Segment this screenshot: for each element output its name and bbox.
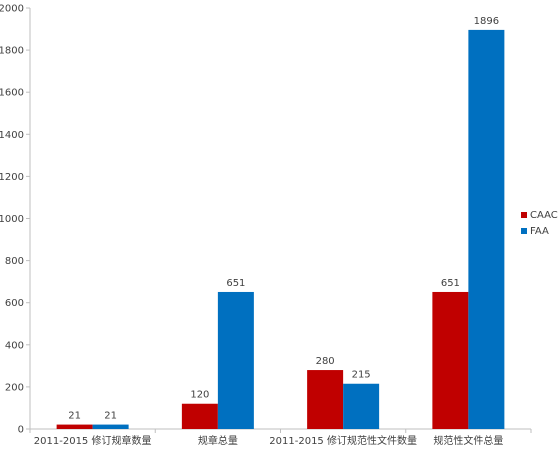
bar-caac-0 bbox=[56, 424, 93, 429]
legend-label-caac: CAAC bbox=[530, 210, 558, 221]
bar-faa-0 bbox=[92, 424, 129, 429]
legend-label-faa: FAA bbox=[530, 226, 549, 237]
category-label: 2011-2015 修订规章数量 bbox=[34, 434, 152, 447]
y-tick-label: 1200 bbox=[0, 172, 24, 183]
legend-swatch-faa bbox=[521, 228, 527, 234]
y-tick-label: 1400 bbox=[0, 130, 24, 141]
category-label: 规章总量 bbox=[198, 434, 238, 447]
y-tick-label: 1600 bbox=[0, 88, 24, 99]
y-tick-label: 1000 bbox=[0, 214, 24, 225]
data-label: 1896 bbox=[474, 16, 499, 27]
bar-caac-1 bbox=[181, 403, 218, 429]
y-tick-label: 200 bbox=[5, 382, 24, 393]
y-tick-label: 1800 bbox=[0, 46, 24, 57]
y-tick-label: 400 bbox=[5, 340, 24, 351]
bars: 21 21 120 651 280 215 651 1896 bbox=[56, 16, 505, 430]
y-tick-label: 2000 bbox=[0, 4, 24, 15]
legend-swatch-caac bbox=[521, 212, 527, 218]
y-tick-label: 600 bbox=[5, 298, 24, 309]
data-label: 651 bbox=[441, 278, 460, 289]
data-label: 215 bbox=[352, 370, 371, 381]
category-label: 规范性文件总量 bbox=[433, 434, 503, 447]
data-label: 21 bbox=[104, 411, 117, 422]
data-label: 280 bbox=[316, 356, 335, 367]
data-label: 651 bbox=[226, 278, 245, 289]
bar-faa-2 bbox=[343, 383, 380, 429]
bar-caac-2 bbox=[307, 370, 344, 429]
data-label: 21 bbox=[68, 411, 81, 422]
y-tick-label: 0 bbox=[18, 425, 24, 436]
data-label: 120 bbox=[190, 390, 209, 401]
legend: CAAC FAA bbox=[521, 210, 558, 237]
bar-faa-1 bbox=[217, 291, 254, 429]
y-axis: 0 200 400 600 800 1000 1200 1400 1600 1800 2000 bbox=[0, 4, 31, 436]
y-tick-label: 800 bbox=[5, 256, 24, 267]
category-label: 2011-2015 修订规范性文件数量 bbox=[269, 434, 417, 447]
bar-caac-3 bbox=[432, 291, 469, 429]
bar-faa-3 bbox=[468, 29, 505, 430]
x-axis: 2011-2015 修订规章数量 规章总量 2011-2015 修订规范性文件数量 规… bbox=[29, 428, 532, 447]
